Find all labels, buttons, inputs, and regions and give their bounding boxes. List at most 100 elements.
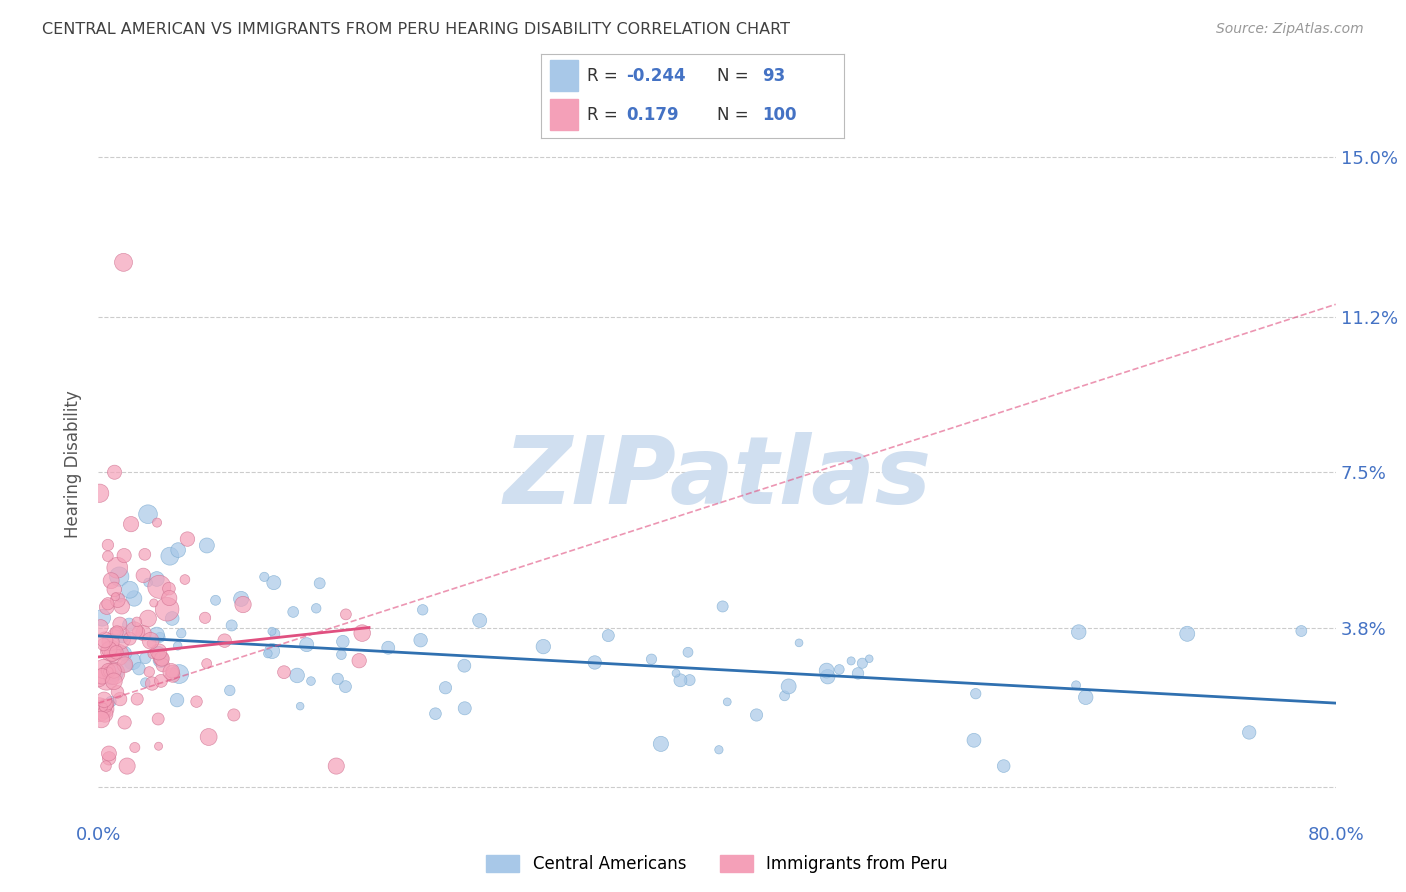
Point <box>148 712 170 726</box>
Point <box>993 759 1015 773</box>
Point <box>174 573 197 587</box>
Point <box>96 671 118 685</box>
Bar <box>550 99 578 130</box>
Point <box>121 654 143 668</box>
Point <box>583 656 606 670</box>
Point <box>1237 725 1260 739</box>
Point <box>128 662 150 676</box>
Point <box>107 685 129 699</box>
Point <box>101 646 124 660</box>
Point <box>90 713 112 727</box>
Point <box>148 580 170 594</box>
Point <box>127 692 149 706</box>
Point <box>125 615 148 629</box>
Point <box>108 692 131 706</box>
Point <box>108 569 131 583</box>
Point <box>453 658 475 673</box>
Point <box>665 666 688 681</box>
Point <box>141 636 163 650</box>
Point <box>817 670 839 684</box>
Point <box>308 576 330 591</box>
Point <box>93 693 115 707</box>
Point <box>118 617 141 632</box>
Point <box>145 648 167 662</box>
Point <box>103 582 125 597</box>
Point <box>108 617 131 632</box>
Point <box>107 593 129 607</box>
Point <box>93 700 115 714</box>
Point <box>118 632 141 646</box>
Text: ZIPatlas: ZIPatlas <box>503 432 931 524</box>
Point <box>787 636 810 650</box>
Point <box>93 702 115 716</box>
Point <box>105 560 128 574</box>
Point <box>111 599 134 614</box>
Point <box>598 629 620 643</box>
Point <box>305 601 328 615</box>
Point <box>263 626 285 640</box>
Text: CENTRAL AMERICAN VS IMMIGRANTS FROM PERU HEARING DISABILITY CORRELATION CHART: CENTRAL AMERICAN VS IMMIGRANTS FROM PERU… <box>42 22 790 37</box>
Point <box>94 759 117 773</box>
Point <box>104 590 127 604</box>
Point <box>142 596 165 610</box>
Point <box>103 665 125 679</box>
Point <box>425 706 447 721</box>
Point <box>222 708 245 723</box>
Point <box>114 715 136 730</box>
Y-axis label: Hearing Disability: Hearing Disability <box>65 390 83 538</box>
Point <box>194 611 217 625</box>
Point <box>330 648 353 662</box>
Point <box>773 689 796 703</box>
Point <box>828 663 851 677</box>
Point <box>108 591 131 605</box>
Point <box>90 620 112 634</box>
Point <box>146 516 169 530</box>
Point <box>93 662 115 676</box>
Point <box>167 543 190 558</box>
Point <box>1064 678 1087 692</box>
Point <box>156 602 179 616</box>
Point <box>468 614 491 628</box>
Point <box>454 701 477 715</box>
Point <box>157 591 180 605</box>
Text: R =: R = <box>586 67 617 85</box>
Point <box>122 591 145 606</box>
Point <box>273 665 295 680</box>
Point <box>170 626 193 640</box>
Point <box>112 549 135 563</box>
Point <box>1175 627 1198 641</box>
Point <box>105 625 128 640</box>
Text: N =: N = <box>717 105 748 123</box>
Point <box>115 759 138 773</box>
Point <box>377 640 399 655</box>
Point <box>157 582 180 596</box>
Point <box>93 638 115 652</box>
Point <box>285 668 308 682</box>
Point <box>676 645 699 659</box>
Point <box>159 549 181 564</box>
Point <box>650 737 672 751</box>
Point <box>176 532 198 546</box>
Point <box>148 645 170 659</box>
Point <box>146 628 169 642</box>
Point <box>678 673 700 687</box>
Text: 100: 100 <box>762 105 796 123</box>
Point <box>640 652 662 666</box>
Point <box>108 631 131 645</box>
Point <box>1067 625 1090 640</box>
Point <box>124 624 146 638</box>
Point <box>112 255 135 269</box>
Point <box>965 687 987 701</box>
Text: 93: 93 <box>762 67 785 85</box>
Point <box>707 743 730 757</box>
Point <box>100 635 122 649</box>
Point <box>839 654 862 668</box>
Point <box>103 465 125 479</box>
Point <box>114 657 136 672</box>
Point <box>815 664 838 678</box>
Point <box>94 632 117 647</box>
Point <box>97 664 120 678</box>
Point <box>846 666 869 681</box>
Point <box>98 671 121 685</box>
Point <box>352 626 374 640</box>
